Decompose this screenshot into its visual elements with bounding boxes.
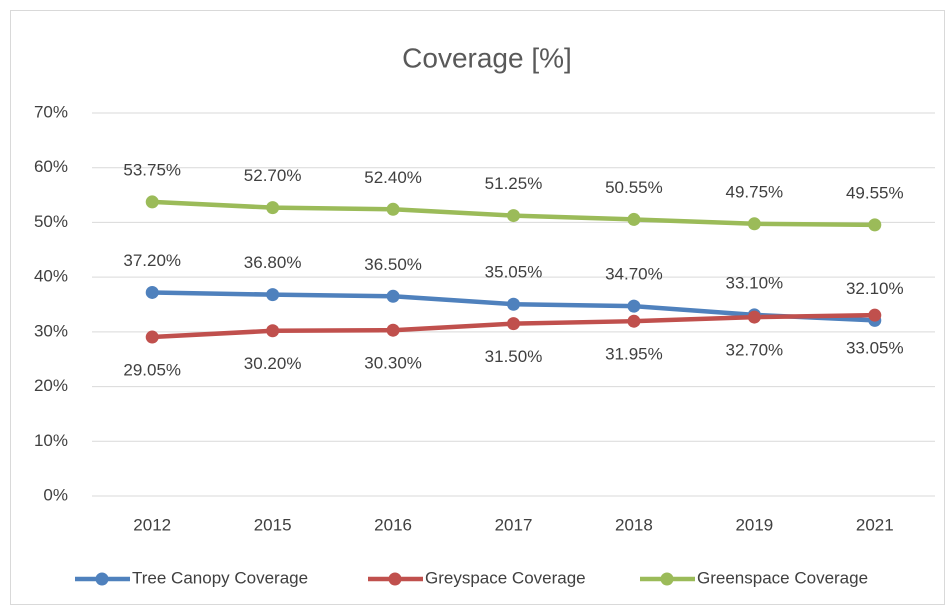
data-point xyxy=(266,201,280,215)
data-label: 33.05% xyxy=(846,339,904,358)
data-point xyxy=(747,310,761,324)
legend-label: Tree Canopy Coverage xyxy=(132,568,308,587)
data-label: 30.20% xyxy=(244,354,302,373)
legend-label: Greyspace Coverage xyxy=(425,568,586,587)
data-label: 30.30% xyxy=(364,354,422,373)
data-label: 49.55% xyxy=(846,183,904,202)
legend-marker xyxy=(95,572,109,586)
y-tick-label: 0% xyxy=(43,485,68,504)
data-point xyxy=(507,209,520,223)
data-label: 52.40% xyxy=(364,168,422,187)
legend-marker xyxy=(660,572,674,586)
data-label: 31.50% xyxy=(485,347,543,366)
data-label: 34.70% xyxy=(605,265,663,284)
data-point xyxy=(386,323,400,337)
legend-label: Greenspace Coverage xyxy=(697,568,868,587)
y-tick-label: 30% xyxy=(34,321,68,340)
data-point xyxy=(266,324,280,338)
data-point xyxy=(145,285,159,299)
y-tick-label: 50% xyxy=(34,212,68,231)
y-tick-label: 70% xyxy=(34,102,68,121)
data-point xyxy=(507,317,520,331)
x-tick-label: 2019 xyxy=(735,515,773,534)
data-label: 51.25% xyxy=(485,174,543,193)
data-point xyxy=(266,288,280,302)
data-label: 36.80% xyxy=(244,253,302,272)
y-tick-label: 10% xyxy=(34,431,68,450)
x-tick-label: 2016 xyxy=(374,515,412,534)
data-point xyxy=(868,218,882,232)
x-tick-label: 2015 xyxy=(254,515,292,534)
data-point xyxy=(868,308,882,322)
data-point xyxy=(386,289,400,303)
data-label: 50.55% xyxy=(605,178,663,197)
data-point xyxy=(507,297,520,311)
y-tick-label: 20% xyxy=(34,376,68,395)
data-point xyxy=(386,202,400,216)
x-tick-label: 2018 xyxy=(615,515,653,534)
data-label: 35.05% xyxy=(485,263,543,282)
data-point xyxy=(145,195,159,209)
data-label: 36.50% xyxy=(364,255,422,274)
data-label: 32.70% xyxy=(726,341,784,360)
data-label: 37.20% xyxy=(123,251,181,270)
y-tick-label: 60% xyxy=(34,157,68,176)
data-point xyxy=(627,212,641,226)
x-tick-label: 2021 xyxy=(856,515,894,534)
data-label: 53.75% xyxy=(123,160,181,179)
legend-marker xyxy=(388,572,402,586)
data-point xyxy=(627,314,641,328)
data-label: 49.75% xyxy=(726,182,784,201)
data-label: 31.95% xyxy=(605,345,663,364)
data-point xyxy=(145,330,159,344)
data-point xyxy=(627,299,641,313)
x-tick-label: 2017 xyxy=(495,515,533,534)
x-tick-label: 2012 xyxy=(133,515,171,534)
data-label: 33.10% xyxy=(726,273,784,292)
data-label: 29.05% xyxy=(123,361,181,380)
data-label: 52.70% xyxy=(244,166,302,185)
chart-title: Coverage [%] xyxy=(402,42,572,73)
chart-frame xyxy=(10,10,945,605)
data-point xyxy=(747,217,761,231)
y-tick-label: 40% xyxy=(34,267,68,286)
data-label: 32.10% xyxy=(846,279,904,298)
